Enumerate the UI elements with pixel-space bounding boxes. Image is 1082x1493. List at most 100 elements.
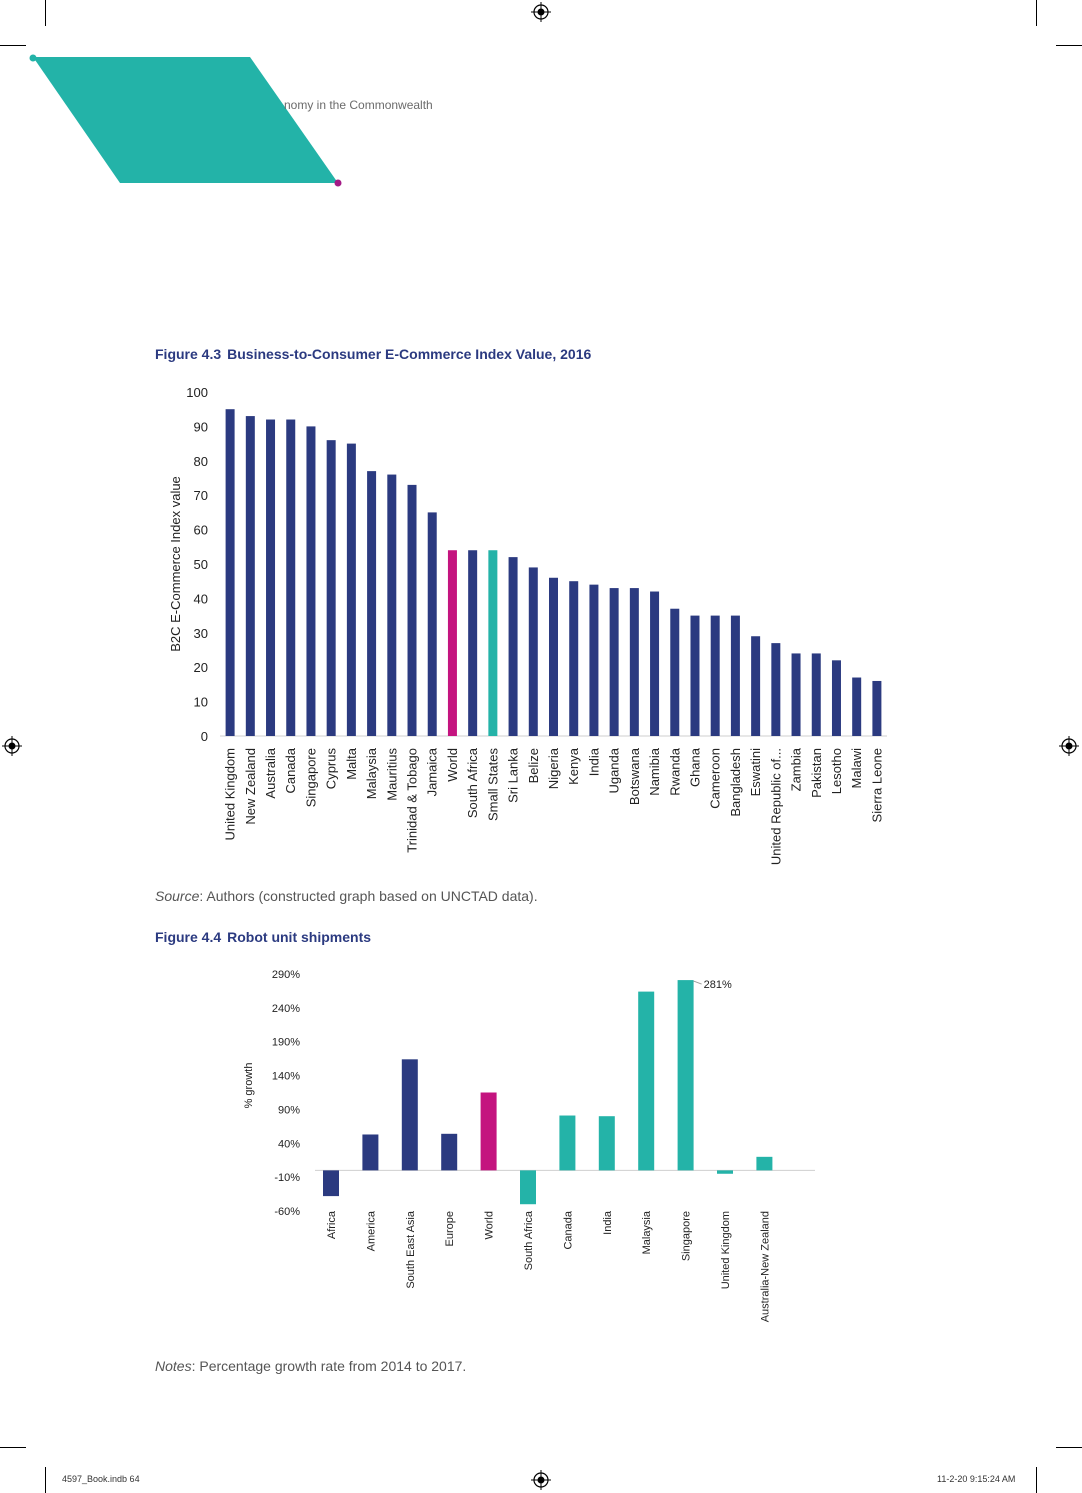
x-tick-label: Rwanda xyxy=(667,747,682,795)
crop-mark xyxy=(0,45,26,46)
x-tick-label: Australia-New Zealand xyxy=(759,1211,771,1322)
x-tick-label: India xyxy=(586,747,601,776)
bar-kenya xyxy=(569,581,579,736)
running-header-title: nomy in the Commonwealth xyxy=(284,98,433,112)
crop-mark xyxy=(0,1447,26,1448)
header-dot-teal xyxy=(29,54,37,62)
bar-world xyxy=(447,550,457,736)
x-tick-label: Nigeria xyxy=(546,747,561,789)
x-tick-label: Malawi xyxy=(849,748,864,789)
x-tick-label: America xyxy=(365,1210,377,1251)
x-tick-label: United Kingdom xyxy=(720,1211,732,1289)
y-tick-label: 90% xyxy=(278,1104,300,1116)
bar-singapore xyxy=(677,980,694,1171)
bar-small-states xyxy=(488,550,498,736)
x-tick-label: Canada xyxy=(562,1210,574,1249)
bar-sierra-leone xyxy=(872,680,882,736)
x-tick-label: Europe xyxy=(444,1211,456,1246)
y-tick-label: 80 xyxy=(194,454,208,469)
y-tick-label: 50 xyxy=(194,557,208,572)
bar-europe xyxy=(441,1133,458,1171)
x-tick-label: Belize xyxy=(526,748,541,783)
x-tick-label: South Africa xyxy=(523,1210,535,1270)
x-tick-label: World xyxy=(445,748,460,782)
x-tick-label: World xyxy=(484,1211,496,1240)
crop-mark xyxy=(1036,0,1037,26)
source-text: : Authors (constructed graph based on UN… xyxy=(199,888,538,904)
bar-world xyxy=(480,1092,497,1171)
annotation-leader-line xyxy=(693,980,702,985)
header-dot-magenta xyxy=(334,179,342,187)
y-tick-label: 40 xyxy=(194,591,208,606)
crop-mark xyxy=(1056,45,1082,46)
y-tick-label: 140% xyxy=(272,1071,300,1083)
x-tick-label: United Kingdom xyxy=(223,748,238,841)
bar-belize xyxy=(528,567,538,736)
bar-canada xyxy=(286,419,296,736)
bar-sri-lanka xyxy=(508,557,518,736)
registration-mark-icon xyxy=(531,2,551,22)
bar-zambia xyxy=(791,653,801,736)
bar-pakistan xyxy=(811,653,821,736)
bar-united-republic-of xyxy=(771,643,781,736)
x-tick-label: South East Asia xyxy=(405,1210,417,1289)
x-tick-label: Cameroon xyxy=(708,748,723,809)
x-tick-label: Pakistan xyxy=(809,748,824,798)
bar-ghana xyxy=(690,615,700,736)
x-tick-label: Africa xyxy=(326,1210,338,1239)
bar-africa xyxy=(323,1170,339,1197)
bar-america xyxy=(362,1134,379,1171)
data-label: 281% xyxy=(704,979,732,991)
x-tick-label: Small States xyxy=(485,748,500,821)
figure-4-4-title: Figure 4.4 Robot unit shipments xyxy=(155,929,371,945)
x-tick-label: Singapore xyxy=(681,1211,693,1261)
x-tick-label: Malaysia xyxy=(641,1210,653,1254)
x-tick-label: Cyprus xyxy=(324,748,339,790)
notes-label: Notes xyxy=(155,1358,192,1374)
crop-mark xyxy=(45,0,46,26)
source-label: Source xyxy=(155,888,200,904)
bar-singapore xyxy=(306,426,316,736)
bar-rwanda xyxy=(670,608,680,736)
figure-title-text: Robot unit shipments xyxy=(227,929,372,945)
x-tick-label: Sri Lanka xyxy=(506,747,521,803)
figure-4-4-notes: Notes: Percentage growth rate from 2014 … xyxy=(155,1358,466,1374)
x-tick-label: Sierra Leone xyxy=(869,748,884,822)
crop-mark xyxy=(1036,1467,1037,1493)
figure-4-3-title: Figure 4.3 Business-to-Consumer E-Commerc… xyxy=(155,346,591,362)
bar-uganda xyxy=(609,588,619,736)
bar-namibia xyxy=(650,591,660,736)
figure-number: Figure 4.3 xyxy=(155,346,222,362)
b2c-ecommerce-bar-chart: 0 10 20 30 40 50 60 70 80 90 100 B2C E-Commerce Ind… xyxy=(168,385,887,865)
y-axis-label: % growth xyxy=(243,1063,255,1109)
bar-united-kingdom xyxy=(717,1170,733,1174)
y-tick-label: 100 xyxy=(186,385,208,400)
y-tick-label: 30 xyxy=(194,626,208,641)
bar-south-east-asia xyxy=(401,1059,418,1171)
x-tick-label: Lesotho xyxy=(829,748,844,794)
bar-botswana xyxy=(629,588,639,736)
notes-text: : Percentage growth rate from 2014 to 20… xyxy=(191,1358,467,1374)
footer-file-name: 4597_Book.indb 64 xyxy=(62,1474,140,1484)
bar-new-zealand xyxy=(245,416,255,736)
y-tick-label: -10% xyxy=(274,1172,300,1184)
x-tick-label: Mauritius xyxy=(384,748,399,801)
y-tick-label: 20 xyxy=(194,660,208,675)
robot-shipments-bar-chart: -60% -10% 40% 90% 140% 190% 240% 290% % growth Af… xyxy=(243,969,815,1322)
bar-nigeria xyxy=(549,577,558,736)
bar-india xyxy=(598,1116,615,1171)
bar-lesotho xyxy=(831,660,841,736)
y-tick-label: 0 xyxy=(201,729,208,744)
header-teal-parallelogram xyxy=(33,57,338,183)
y-axis-label: B2C E-Commerce Index value xyxy=(168,476,183,652)
crop-mark xyxy=(45,1467,46,1493)
registration-mark-icon xyxy=(1059,736,1079,756)
x-tick-label: Malaysia xyxy=(364,747,379,799)
bar-malta xyxy=(346,443,356,736)
y-tick-label: 40% xyxy=(278,1138,300,1150)
x-tick-label: Bangladesh xyxy=(728,748,743,817)
x-tick-label: South Africa xyxy=(465,747,480,818)
y-tick-label: -60% xyxy=(274,1206,300,1218)
x-tick-label: Uganda xyxy=(607,747,622,793)
x-tick-label: Canada xyxy=(283,747,298,793)
